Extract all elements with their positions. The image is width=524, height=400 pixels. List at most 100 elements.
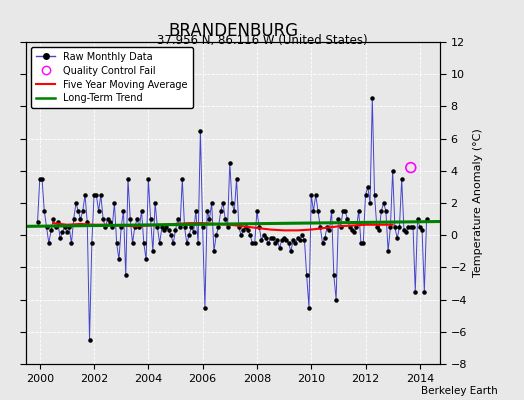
Point [312, 192, 320, 198]
Point [70, 216, 78, 222]
Point [398, 176, 406, 182]
Point [373, 224, 381, 230]
Point [257, 237, 266, 243]
Point [101, 224, 110, 230]
Y-axis label: Temperature Anomaly (°C): Temperature Anomaly (°C) [473, 129, 483, 277]
Point [60, 224, 69, 230]
Point [323, 224, 331, 230]
Point [92, 192, 101, 198]
Point [379, 200, 388, 206]
Point [316, 224, 324, 230]
Point [271, 240, 279, 246]
Point [99, 216, 107, 222]
Point [210, 248, 218, 254]
Point [176, 224, 184, 230]
Point [368, 95, 376, 102]
Point [413, 216, 422, 222]
Point [135, 224, 144, 230]
Point [375, 227, 383, 234]
Point [216, 208, 225, 214]
Text: 37.956 N, 86.116 W (United States): 37.956 N, 86.116 W (United States) [157, 34, 367, 47]
Point [63, 229, 71, 235]
Point [171, 227, 180, 234]
Point [314, 208, 322, 214]
Point [405, 224, 413, 230]
Point [96, 192, 105, 198]
Point [106, 219, 114, 226]
Point [77, 216, 85, 222]
Point [49, 216, 58, 222]
Point [83, 219, 92, 226]
Point [173, 216, 182, 222]
Point [420, 288, 429, 295]
Point [165, 227, 173, 234]
Point [328, 208, 336, 214]
Point [334, 216, 343, 222]
Point [94, 208, 103, 214]
Point [183, 240, 191, 246]
Point [214, 224, 223, 230]
Point [305, 304, 313, 311]
Point [352, 224, 361, 230]
Point [110, 200, 118, 206]
Point [370, 192, 379, 198]
Point [388, 168, 397, 174]
Point [384, 248, 392, 254]
Point [386, 224, 395, 230]
Point [285, 240, 293, 246]
Point [192, 208, 200, 214]
Point [160, 227, 168, 234]
Point [162, 224, 171, 230]
Point [230, 208, 238, 214]
Point [300, 237, 309, 243]
Point [418, 227, 426, 234]
Point [81, 192, 89, 198]
Point [319, 240, 327, 246]
Point [339, 208, 347, 214]
Point [113, 240, 121, 246]
Point [393, 235, 401, 242]
Point [85, 337, 94, 343]
Point [124, 176, 132, 182]
Point [67, 240, 75, 246]
Point [416, 224, 424, 230]
Point [180, 224, 189, 230]
Point [219, 200, 227, 206]
Point [34, 219, 42, 226]
Point [357, 240, 365, 246]
Point [128, 240, 137, 246]
Point [205, 216, 214, 222]
Point [381, 208, 390, 214]
Point [332, 296, 340, 303]
Point [280, 235, 288, 242]
Point [343, 216, 352, 222]
Point [287, 248, 295, 254]
Point [194, 240, 202, 246]
Point [330, 272, 338, 279]
Point [409, 224, 417, 230]
Point [103, 216, 112, 222]
Point [130, 224, 139, 230]
Point [139, 240, 148, 246]
Point [246, 232, 254, 238]
Point [65, 224, 73, 230]
Point [38, 176, 46, 182]
Point [88, 240, 96, 246]
Point [259, 232, 268, 238]
Point [126, 216, 135, 222]
Point [275, 245, 283, 251]
Point [119, 208, 128, 214]
Point [237, 232, 245, 238]
Point [253, 208, 261, 214]
Point [359, 240, 367, 246]
Point [278, 237, 286, 243]
Point [407, 224, 415, 230]
Point [158, 224, 166, 230]
Point [72, 200, 80, 206]
Point [196, 127, 204, 134]
Title: BRANDENBURG: BRANDENBURG [168, 22, 298, 40]
Point [302, 272, 311, 279]
Point [255, 224, 264, 230]
Point [142, 256, 150, 262]
Point [282, 237, 290, 243]
